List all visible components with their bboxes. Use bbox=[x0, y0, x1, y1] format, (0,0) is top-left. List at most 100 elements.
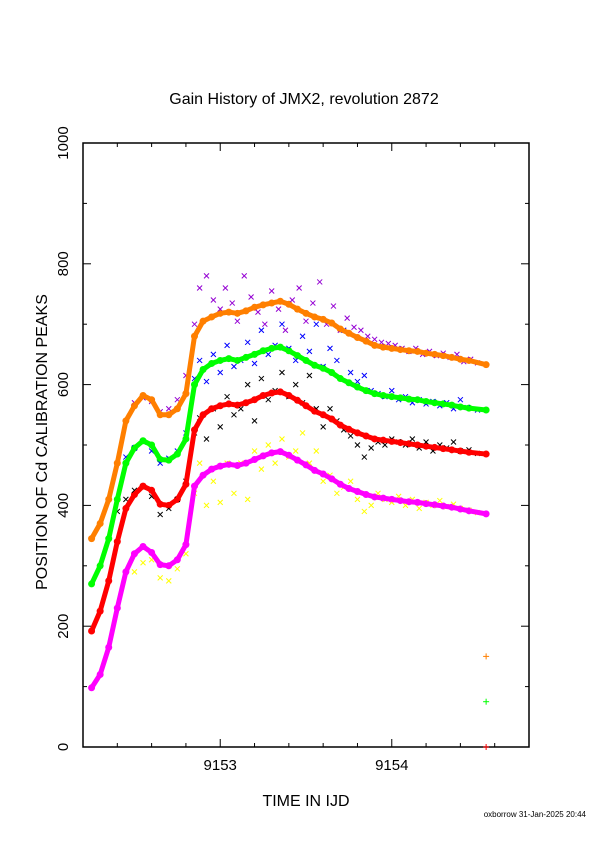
data-point bbox=[292, 381, 299, 388]
cross-mark-b bbox=[224, 393, 230, 400]
data-point bbox=[327, 345, 333, 352]
cross-mark-b bbox=[354, 442, 361, 448]
cross-mark-b bbox=[265, 351, 272, 358]
data-point bbox=[191, 321, 198, 328]
data-point bbox=[436, 497, 443, 504]
data-point bbox=[217, 369, 224, 376]
data-point bbox=[289, 297, 296, 303]
data-point bbox=[224, 342, 230, 349]
data-point bbox=[483, 698, 490, 705]
y-tick-label: 200 bbox=[55, 614, 72, 639]
cross-mark-b bbox=[165, 405, 172, 412]
cross-mark-b bbox=[436, 497, 443, 504]
cross-mark-b bbox=[203, 436, 210, 442]
cross-mark-b bbox=[191, 321, 198, 328]
data-point bbox=[255, 309, 261, 315]
x-tick-label: 9153 bbox=[204, 757, 237, 774]
cross-mark-b bbox=[409, 436, 416, 442]
cross-mark-b bbox=[131, 568, 138, 575]
data-point bbox=[388, 387, 395, 394]
data-point bbox=[320, 424, 327, 430]
cross-mark-b bbox=[251, 417, 258, 424]
cross-mark-b bbox=[251, 360, 258, 367]
cross-mark-b bbox=[354, 378, 361, 385]
cross-mark-b bbox=[210, 351, 217, 358]
data-point bbox=[296, 285, 302, 291]
data-point bbox=[364, 333, 371, 340]
data-point bbox=[165, 578, 172, 584]
cross-mark-b bbox=[229, 300, 236, 306]
y-tick-label: 1000 bbox=[55, 126, 72, 159]
data-point bbox=[268, 288, 275, 294]
data-point bbox=[347, 433, 354, 439]
cross-mark-b bbox=[237, 405, 244, 412]
data-point bbox=[306, 372, 313, 379]
data-point bbox=[354, 378, 361, 385]
data-point bbox=[251, 360, 258, 367]
cross-mark-b bbox=[450, 439, 457, 445]
cross-mark-b bbox=[310, 300, 316, 306]
y-axis-label: POSITION OF Cd CALIBRATION PEAKS bbox=[34, 294, 51, 590]
cross-mark-b bbox=[258, 466, 265, 473]
data-point bbox=[174, 565, 181, 572]
data-point bbox=[196, 285, 203, 291]
data-point bbox=[327, 405, 333, 412]
cross-mark-b bbox=[361, 454, 368, 460]
cross-mark-b bbox=[368, 502, 375, 509]
cross-mark-b bbox=[248, 294, 254, 300]
cross-mark-b bbox=[265, 442, 272, 448]
footer-credit: oxborrow 31-Jan-2025 20:44 bbox=[484, 810, 587, 819]
chart-title: Gain History of JMX2, revolution 2872 bbox=[169, 91, 439, 108]
data-point bbox=[275, 306, 282, 312]
cross-mark-b bbox=[347, 369, 354, 376]
data-point bbox=[371, 336, 378, 343]
cross-mark-b bbox=[275, 306, 282, 312]
cross-mark-b bbox=[272, 460, 278, 466]
data-point bbox=[222, 285, 229, 291]
cross-mark-b bbox=[140, 559, 146, 566]
data-point bbox=[457, 396, 464, 403]
cross-mark-b bbox=[196, 285, 203, 291]
cross-mark-b bbox=[131, 487, 138, 494]
data-point bbox=[282, 327, 289, 334]
cross-mark-b bbox=[327, 345, 333, 352]
data-point bbox=[299, 430, 306, 436]
cross-mark-b bbox=[231, 411, 237, 418]
data-point bbox=[258, 327, 265, 334]
cross-mark-b bbox=[382, 442, 388, 448]
cross-mark-b bbox=[279, 436, 285, 442]
cross-mark-b bbox=[244, 496, 251, 503]
data-point bbox=[361, 508, 368, 515]
cross-mark-b bbox=[183, 550, 189, 557]
data-point bbox=[382, 442, 388, 448]
cross-mark-b bbox=[361, 508, 368, 515]
cross-mark-b bbox=[292, 357, 299, 364]
data-point bbox=[217, 499, 224, 506]
data-point bbox=[231, 490, 237, 497]
data-point bbox=[231, 411, 237, 418]
cross-mark-b bbox=[457, 396, 464, 403]
data-point bbox=[265, 351, 272, 358]
y-tick-label: 600 bbox=[55, 372, 72, 397]
cross-mark-b bbox=[313, 321, 320, 328]
cross-mark-b bbox=[196, 460, 203, 466]
data-point bbox=[450, 439, 457, 445]
data-point bbox=[265, 442, 272, 448]
data-point bbox=[361, 454, 368, 460]
cross-mark-b bbox=[388, 387, 395, 394]
cross-mark-b bbox=[292, 381, 299, 388]
cross-mark-b bbox=[244, 339, 251, 346]
data-point bbox=[368, 445, 375, 451]
data-point bbox=[354, 442, 361, 448]
cross-mark-b bbox=[210, 297, 217, 303]
data-point bbox=[203, 502, 210, 509]
cross-mark-b bbox=[279, 321, 285, 328]
data-point bbox=[265, 396, 272, 403]
data-point bbox=[361, 372, 368, 379]
data-point bbox=[210, 351, 217, 358]
y-axis-ticks: 0 200 400 600 800 1000 bbox=[55, 126, 529, 751]
data-marks bbox=[88, 273, 490, 750]
cross-mark-b bbox=[303, 318, 309, 325]
data-point bbox=[292, 448, 299, 454]
data-point bbox=[231, 363, 237, 370]
